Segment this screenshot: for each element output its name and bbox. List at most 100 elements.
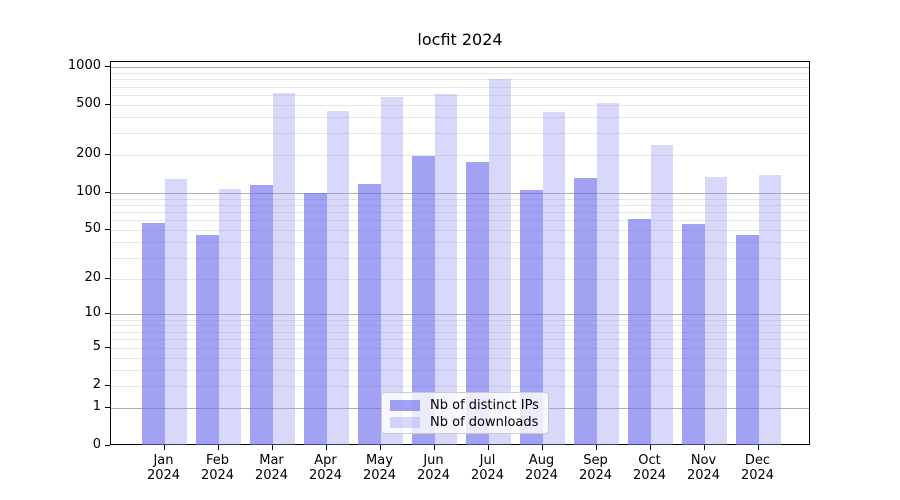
downloads-swatch-icon xyxy=(390,417,420,428)
legend-item-downloads: Nb of downloads xyxy=(390,414,540,431)
bar-distinct-ips xyxy=(736,234,759,445)
x-tick-mark xyxy=(595,445,597,450)
y-tick-mark xyxy=(105,154,110,156)
x-tick-label: Oct 2024 xyxy=(632,453,667,483)
legend-label: Nb of downloads xyxy=(430,415,539,430)
x-tick-label: Apr 2024 xyxy=(308,453,343,483)
x-tick-mark xyxy=(541,445,543,450)
bar-distinct-ips xyxy=(142,223,165,445)
y-tick-mark xyxy=(105,65,110,67)
minor-gridline xyxy=(111,347,809,349)
x-tick-label: Dec 2024 xyxy=(740,453,775,483)
bar-downloads xyxy=(326,110,349,445)
x-tick-label: Sep 2024 xyxy=(578,453,613,483)
x-tick-label: Feb 2024 xyxy=(200,453,235,483)
minor-gridline xyxy=(111,369,809,371)
bar-distinct-ips xyxy=(250,185,273,445)
major-gridline xyxy=(111,192,809,194)
minor-gridline xyxy=(111,198,809,200)
bar-distinct-ips xyxy=(628,218,651,445)
x-tick-mark xyxy=(703,445,705,450)
x-tick-mark xyxy=(757,445,759,450)
y-tick-label: 10 xyxy=(84,305,101,321)
legend-label: Nb of distinct IPs xyxy=(430,398,539,413)
minor-gridline xyxy=(111,357,809,359)
minor-gridline xyxy=(111,331,809,333)
y-tick-label: 1000 xyxy=(67,57,101,73)
x-tick-label: Jul 2024 xyxy=(470,453,505,483)
bar-downloads xyxy=(596,102,619,445)
y-tick-label: 500 xyxy=(76,95,101,111)
x-tick-mark xyxy=(433,445,435,450)
x-tick-mark xyxy=(379,445,381,450)
minor-gridline xyxy=(111,339,809,341)
minor-gridline xyxy=(111,94,809,96)
y-tick-label: 20 xyxy=(84,269,101,285)
minor-gridline xyxy=(111,132,809,134)
x-tick-label: Mar 2024 xyxy=(254,453,289,483)
bar-distinct-ips xyxy=(466,162,489,445)
x-tick-label: Jan 2024 xyxy=(146,453,181,483)
legend-item-distinct-ips: Nb of distinct IPs xyxy=(390,397,540,414)
major-gridline xyxy=(111,66,809,68)
bar-distinct-ips xyxy=(412,156,435,445)
minor-gridline xyxy=(111,319,809,321)
bar-distinct-ips xyxy=(682,224,705,445)
x-tick-mark xyxy=(271,445,273,450)
minor-gridline xyxy=(111,385,809,387)
bar-distinct-ips xyxy=(574,178,597,445)
bar-downloads xyxy=(434,93,457,445)
bar-downloads xyxy=(218,189,241,445)
chart-title: locfit 2024 xyxy=(417,30,503,49)
y-tick-label: 50 xyxy=(84,221,101,237)
x-tick-mark xyxy=(649,445,651,450)
minor-gridline xyxy=(111,79,809,81)
y-tick-mark xyxy=(105,346,110,348)
y-tick-label: 2 xyxy=(92,376,101,392)
bar-downloads xyxy=(704,177,727,445)
y-tick-label: 0 xyxy=(92,437,101,452)
minor-gridline xyxy=(111,204,809,206)
minor-gridline xyxy=(111,242,809,244)
y-tick-mark xyxy=(105,406,110,408)
x-tick-mark xyxy=(163,445,165,450)
x-tick-mark xyxy=(487,445,489,450)
y-tick-label: 200 xyxy=(76,146,101,162)
major-gridline xyxy=(111,314,809,316)
minor-gridline xyxy=(111,104,809,106)
y-tick-label: 100 xyxy=(76,183,101,199)
bar-distinct-ips xyxy=(358,184,381,445)
x-tick-mark xyxy=(325,445,327,450)
x-tick-label: Jun 2024 xyxy=(416,453,451,483)
minor-gridline xyxy=(111,86,809,88)
minor-gridline xyxy=(111,117,809,119)
minor-gridline xyxy=(111,257,809,259)
bar-downloads xyxy=(272,93,295,445)
bar-distinct-ips xyxy=(304,192,327,445)
y-tick-mark xyxy=(105,103,110,105)
bar-downloads xyxy=(488,78,511,445)
y-tick-mark xyxy=(105,277,110,279)
minor-gridline xyxy=(111,230,809,232)
minor-gridline xyxy=(111,212,809,214)
y-tick-mark xyxy=(105,191,110,193)
minor-gridline xyxy=(111,278,809,280)
x-tick-label: May 2024 xyxy=(362,453,397,483)
minor-gridline xyxy=(111,72,809,74)
bar-downloads xyxy=(380,97,403,445)
x-tick-label: Nov 2024 xyxy=(686,453,721,483)
bar-downloads xyxy=(758,175,781,445)
x-tick-label: Aug 2024 xyxy=(524,453,559,483)
legend: Nb of distinct IPs Nb of downloads xyxy=(381,392,549,434)
bar-downloads xyxy=(542,111,565,445)
bar-downloads xyxy=(164,179,187,445)
y-tick-mark xyxy=(105,384,110,386)
bar-downloads xyxy=(650,145,673,445)
minor-gridline xyxy=(111,220,809,222)
x-tick-mark xyxy=(217,445,219,450)
y-tick-mark xyxy=(105,313,110,315)
y-tick-label: 1 xyxy=(92,398,101,414)
distinct-ips-swatch-icon xyxy=(390,400,420,411)
minor-gridline xyxy=(111,155,809,157)
